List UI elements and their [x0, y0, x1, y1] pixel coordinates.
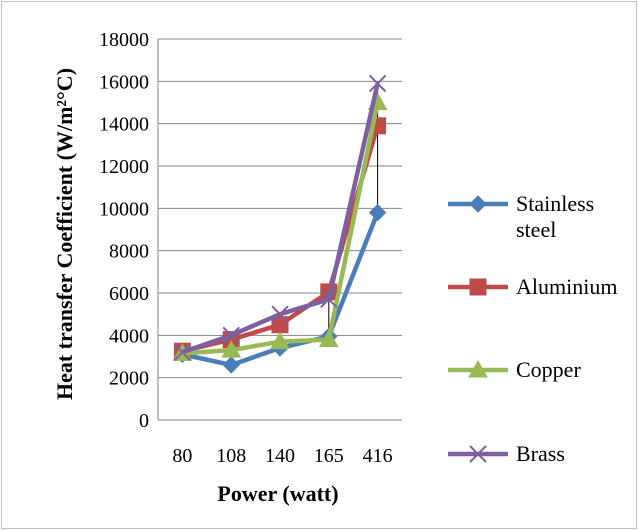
series-1 [173, 117, 387, 360]
y-tick-label: 4000 [109, 325, 149, 347]
series-3 [173, 74, 387, 361]
y-tick-label: 14000 [99, 114, 149, 136]
legend-marker [469, 195, 487, 213]
data-point [222, 356, 240, 374]
data-point [271, 305, 289, 323]
legend-label: Aluminium [516, 274, 617, 299]
data-point [368, 203, 387, 222]
x-axis-title: Power (watt) [217, 481, 338, 506]
legend-item: Copper [448, 357, 581, 382]
data-point [368, 74, 387, 93]
legend-label: Brass [516, 441, 565, 466]
y-tick-label: 6000 [109, 283, 149, 305]
grid-lines [157, 38, 402, 421]
series-group [172, 74, 388, 374]
y-tick-label: 0 [139, 410, 149, 432]
legend-label: Copper [516, 357, 581, 382]
legend-marker [469, 278, 487, 296]
data-point [221, 340, 242, 358]
legend-item: Aluminium [448, 274, 617, 299]
y-tick-label: 18000 [99, 29, 149, 51]
legend-item: Brass [448, 441, 565, 466]
y-tick-label: 16000 [99, 71, 149, 93]
x-tick-label: 416 [363, 445, 393, 467]
data-point [320, 290, 338, 309]
data-point [173, 343, 192, 361]
x-tick-label: 108 [216, 445, 246, 467]
x-tick-label: 80 [172, 445, 192, 467]
legend-marker [468, 359, 488, 378]
y-axis-ticks: 0 2000 4000 6000 8000 10000 12000 14000 16000 180… [99, 29, 149, 432]
y-tick-label: 8000 [109, 241, 149, 263]
data-point [222, 326, 240, 345]
y-tick-label: 10000 [99, 198, 149, 220]
y-tick-label: 2000 [109, 368, 149, 390]
legend-label: steel [516, 217, 556, 242]
x-axis-ticks: 80 108 140 165 416 [172, 445, 392, 467]
y-axis-title: Heat transfer Coefficient (W/m²°C) [52, 68, 77, 400]
y-tick-label: 12000 [99, 156, 149, 178]
x-tick-label: 165 [314, 445, 344, 467]
legend-label: Stainless [516, 191, 594, 216]
data-point [318, 329, 339, 348]
data-point [270, 331, 290, 350]
legend-marker [469, 445, 487, 463]
x-tick-label: 140 [265, 445, 295, 467]
